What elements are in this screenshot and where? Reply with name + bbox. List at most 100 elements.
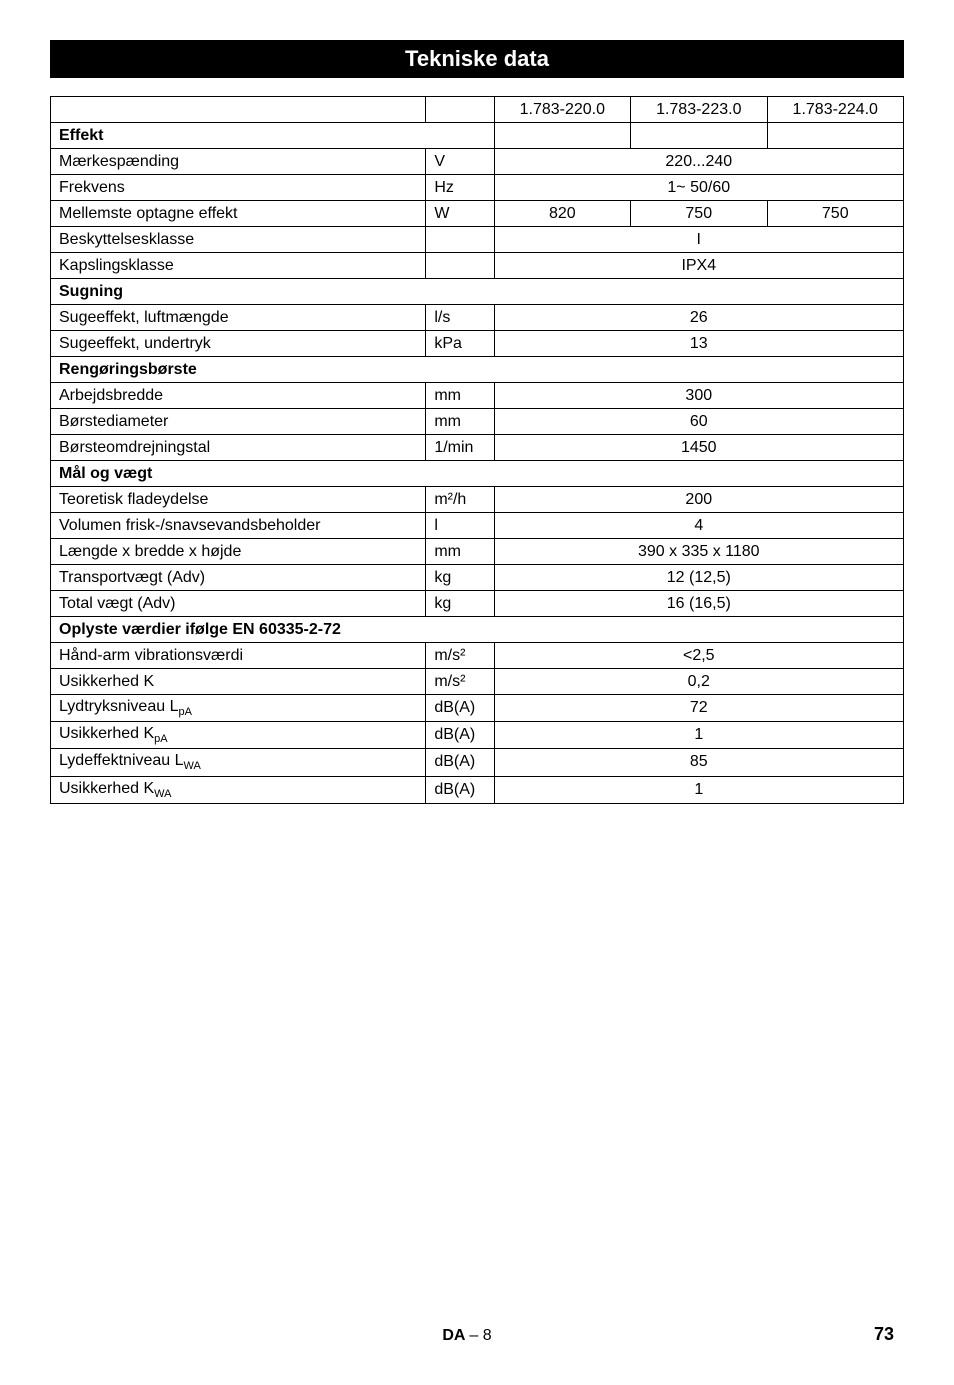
row-value: <2,5 [494, 643, 903, 669]
row-unit: mm [426, 539, 494, 565]
row-value: 750 [767, 201, 904, 227]
section-title: Rengøringsbørste [51, 357, 904, 383]
blank-cell [426, 97, 494, 123]
page-title: Tekniske data [50, 40, 904, 78]
table-row: Volumen frisk-/snavsevandsbeholder l 4 [51, 513, 904, 539]
row-value: I [494, 227, 903, 253]
table-row: Hånd-arm vibrationsværdi m/s² <2,5 [51, 643, 904, 669]
row-unit: mm [426, 409, 494, 435]
table-row: Børsteomdrejningstal 1/min 1450 [51, 435, 904, 461]
table-row: Usikkerhed KWA dB(A) 1 [51, 776, 904, 803]
table-row: Lydeffektniveau LWA dB(A) 85 [51, 749, 904, 776]
row-label: Usikkerhed KpA [51, 722, 426, 749]
section-title: Oplyste værdier ifølge EN 60335-2-72 [51, 617, 904, 643]
specs-table: 1.783-220.0 1.783-223.0 1.783-224.0 Effe… [50, 96, 904, 804]
row-unit: kg [426, 591, 494, 617]
section-maal: Mål og vægt [51, 461, 904, 487]
row-label: Usikkerhed K [51, 669, 426, 695]
row-label: Volumen frisk-/snavsevandsbeholder [51, 513, 426, 539]
table-row: Arbejdsbredde mm 300 [51, 383, 904, 409]
col-header: 1.783-223.0 [631, 97, 767, 123]
section-rengor: Rengøringsbørste [51, 357, 904, 383]
row-unit: mm [426, 383, 494, 409]
row-label: Usikkerhed KWA [51, 776, 426, 803]
row-value: 200 [494, 487, 903, 513]
row-label: Frekvens [51, 175, 426, 201]
section-title: Mål og vægt [51, 461, 904, 487]
row-unit: dB(A) [426, 749, 494, 776]
row-value: 1450 [494, 435, 903, 461]
row-value: 1 [494, 722, 903, 749]
table-row: Sugeeffekt, undertryk kPa 13 [51, 331, 904, 357]
row-label: Mellemste optagne effekt [51, 201, 426, 227]
table-row: Usikkerhed K m/s² 0,2 [51, 669, 904, 695]
table-row: Mærkespænding V 220...240 [51, 149, 904, 175]
row-value: 26 [494, 305, 903, 331]
table-row: Kapslingsklasse IPX4 [51, 253, 904, 279]
row-value: 13 [494, 331, 903, 357]
row-unit [426, 227, 494, 253]
table-row: Længde x bredde x højde mm 390 x 335 x 1… [51, 539, 904, 565]
footer-page-number: 73 [874, 1324, 894, 1345]
row-value: 220...240 [494, 149, 903, 175]
section-oplyste: Oplyste værdier ifølge EN 60335-2-72 [51, 617, 904, 643]
row-label: Sugeeffekt, undertryk [51, 331, 426, 357]
row-value: 16 (16,5) [494, 591, 903, 617]
section-effekt: Effekt [51, 123, 904, 149]
row-value: 1 [494, 776, 903, 803]
table-row: Total vægt (Adv) kg 16 (16,5) [51, 591, 904, 617]
row-label: Længde x bredde x højde [51, 539, 426, 565]
blank-cell [494, 123, 630, 149]
row-value: 85 [494, 749, 903, 776]
blank-cell [767, 123, 904, 149]
page-footer: DA – 8 73 [50, 1324, 904, 1345]
row-unit: m/s² [426, 669, 494, 695]
table-row: Sugeeffekt, luftmængde l/s 26 [51, 305, 904, 331]
row-unit: l [426, 513, 494, 539]
row-value: 60 [494, 409, 903, 435]
row-unit: m/s² [426, 643, 494, 669]
footer-center: DA – 8 [442, 1327, 491, 1345]
row-unit: dB(A) [426, 695, 494, 722]
row-unit: m²/h [426, 487, 494, 513]
row-label: Mærkespænding [51, 149, 426, 175]
blank-cell [51, 97, 426, 123]
row-unit: l/s [426, 305, 494, 331]
row-unit [426, 253, 494, 279]
row-unit: W [426, 201, 494, 227]
section-title: Effekt [51, 123, 495, 149]
table-row: Usikkerhed KpA dB(A) 1 [51, 722, 904, 749]
row-label: Teoretisk fladeydelse [51, 487, 426, 513]
table-row: Frekvens Hz 1~ 50/60 [51, 175, 904, 201]
row-value: 0,2 [494, 669, 903, 695]
row-value: 4 [494, 513, 903, 539]
row-unit: V [426, 149, 494, 175]
row-unit: kPa [426, 331, 494, 357]
row-unit: dB(A) [426, 776, 494, 803]
section-sugning: Sugning [51, 279, 904, 305]
section-title: Sugning [51, 279, 904, 305]
row-label: Arbejdsbredde [51, 383, 426, 409]
row-unit: dB(A) [426, 722, 494, 749]
row-label: Lydtryksniveau LpA [51, 695, 426, 722]
table-row: Teoretisk fladeydelse m²/h 200 [51, 487, 904, 513]
row-unit: Hz [426, 175, 494, 201]
table-row: Beskyttelsesklasse I [51, 227, 904, 253]
row-label: Hånd-arm vibrationsværdi [51, 643, 426, 669]
row-unit: kg [426, 565, 494, 591]
row-label: Lydeffektniveau LWA [51, 749, 426, 776]
row-value: 72 [494, 695, 903, 722]
table-row: Mellemste optagne effekt W 820 750 750 [51, 201, 904, 227]
row-label: Kapslingsklasse [51, 253, 426, 279]
row-value: 1~ 50/60 [494, 175, 903, 201]
table-row: Lydtryksniveau LpA dB(A) 72 [51, 695, 904, 722]
row-value: 820 [494, 201, 630, 227]
row-value: IPX4 [494, 253, 903, 279]
row-value: 12 (12,5) [494, 565, 903, 591]
table-row: Transportvægt (Adv) kg 12 (12,5) [51, 565, 904, 591]
row-value: 390 x 335 x 1180 [494, 539, 903, 565]
row-label: Børsteomdrejningstal [51, 435, 426, 461]
row-value: 300 [494, 383, 903, 409]
row-label: Sugeeffekt, luftmængde [51, 305, 426, 331]
row-label: Børstediameter [51, 409, 426, 435]
